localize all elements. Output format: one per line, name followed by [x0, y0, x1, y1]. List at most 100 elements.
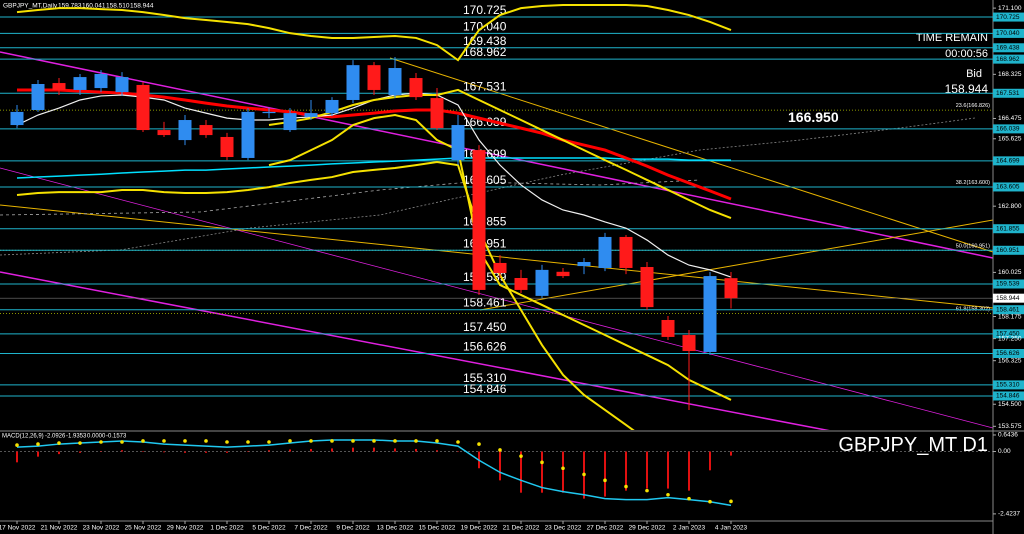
candle-body [661, 319, 675, 337]
macd-bar [394, 448, 396, 452]
level-label: 167.531 [463, 79, 507, 93]
level-box [993, 182, 1024, 192]
candle-body [283, 113, 297, 131]
level-box [993, 43, 1024, 53]
signal-dot [729, 499, 733, 504]
level-box [993, 348, 1024, 358]
x-tick-label: 1 Dec 2022 [210, 525, 244, 532]
fibo-label: 50.0(160.951) [956, 243, 990, 249]
candle-body [325, 99, 339, 114]
candle-body [241, 111, 255, 158]
signal-dot [582, 472, 586, 477]
signal-dot [15, 443, 19, 447]
x-tick-label: 13 Dec 2022 [377, 525, 414, 532]
level-box [993, 156, 1024, 166]
signal-dot [666, 492, 670, 497]
fibo-label: 38.2(163.600) [956, 180, 990, 186]
signal-dot [519, 454, 523, 458]
macd-bar [730, 451, 732, 456]
macd-bar [16, 451, 18, 463]
y-tick-label: 157.250 [998, 335, 1022, 342]
x-tick-label: 23 Nov 2022 [83, 525, 120, 532]
signal-dot [372, 439, 376, 443]
signal-dot [603, 478, 607, 483]
signal-dot [624, 484, 628, 489]
signal-dot [477, 442, 481, 446]
signal-dot [687, 496, 691, 501]
level-label: 154.846 [463, 382, 507, 396]
candle-body [577, 262, 591, 267]
candle-body [409, 78, 423, 98]
candle-body [493, 262, 507, 273]
level-box-label: 166.039 [996, 126, 1020, 133]
signal-dot [57, 441, 61, 445]
candle-body [73, 77, 87, 90]
trendline [0, 271, 830, 430]
signal-dot [162, 439, 166, 443]
level-label: 155.310 [463, 371, 507, 385]
macd-bar [436, 450, 438, 452]
macd-title: MACD(12,26,9) [2, 434, 44, 440]
level-box-label: 170.725 [996, 14, 1020, 21]
signal-dot [498, 448, 502, 452]
trendline [0, 51, 993, 259]
level-box [993, 380, 1024, 390]
signal-dot [540, 460, 544, 465]
signal-dot [267, 440, 271, 444]
timer-value: 00:00:56 [945, 48, 988, 60]
macd-bar [268, 450, 270, 452]
cloud-line [0, 179, 701, 216]
candle-body [367, 65, 381, 90]
main-panel: 23.6(166.826)38.2(163.600)50.0(160.951)6… [0, 3, 993, 430]
x-tick-label: 29 Nov 2022 [167, 525, 204, 532]
signal-dot [708, 499, 712, 504]
x-tick-label: 25 Nov 2022 [125, 525, 162, 532]
macd-level-value: 0.0000 [87, 434, 106, 440]
level-box [993, 12, 1024, 22]
candle-body [430, 98, 444, 129]
signal-dot [141, 439, 145, 443]
bid-box-label: 158.944 [996, 295, 1020, 302]
level-box-label: 156.626 [996, 350, 1020, 357]
watermark: GBPJPY_MT D1 [838, 434, 988, 456]
candle-body [388, 68, 402, 95]
macd-bar [142, 451, 144, 452]
x-tick-label: 7 Dec 2022 [294, 525, 328, 532]
candle-body [535, 269, 549, 296]
candle-body [52, 83, 66, 90]
signal-dot [246, 440, 250, 444]
macd-bar [226, 451, 228, 453]
candle-body [514, 277, 528, 290]
candle-body [703, 276, 717, 352]
x-tick-label: 17 Nov 2022 [0, 525, 36, 532]
y-tick-label: 165.625 [998, 135, 1022, 142]
fibo-label: 23.6(166.826) [956, 103, 990, 109]
y-tick-label: 156.325 [998, 357, 1022, 364]
level-box [993, 28, 1024, 38]
macd-bar [562, 451, 564, 493]
level-box-label: 160.951 [996, 247, 1020, 254]
x-tick-label: 23 Dec 2022 [545, 525, 582, 532]
x-tick-label: 2 Jan 2023 [673, 525, 706, 532]
macd-signal-value: -1.9353 [66, 434, 87, 440]
macd-bar [352, 447, 354, 452]
x-tick-label: 29 Dec 2022 [629, 525, 666, 532]
x-tick-label: 19 Dec 2022 [461, 525, 498, 532]
signal-dot [351, 439, 355, 443]
level-label: 168.962 [463, 45, 507, 59]
macd-histogram-value: -0.1573 [106, 434, 127, 440]
level-box-label: 163.605 [996, 184, 1020, 191]
macd-bar [520, 451, 522, 493]
macd-bar [625, 451, 627, 491]
macd-bar [310, 448, 312, 452]
macd-bar [58, 451, 60, 455]
macd-bar [79, 451, 81, 453]
macd-bar [37, 451, 39, 457]
indicator-line [16, 157, 731, 179]
macd-bar [373, 447, 375, 452]
signal-dot [36, 442, 40, 446]
level-box-label: 157.450 [996, 331, 1020, 338]
level-box-label: 167.531 [996, 90, 1020, 97]
candle-body [115, 77, 129, 93]
level-box [993, 329, 1024, 339]
